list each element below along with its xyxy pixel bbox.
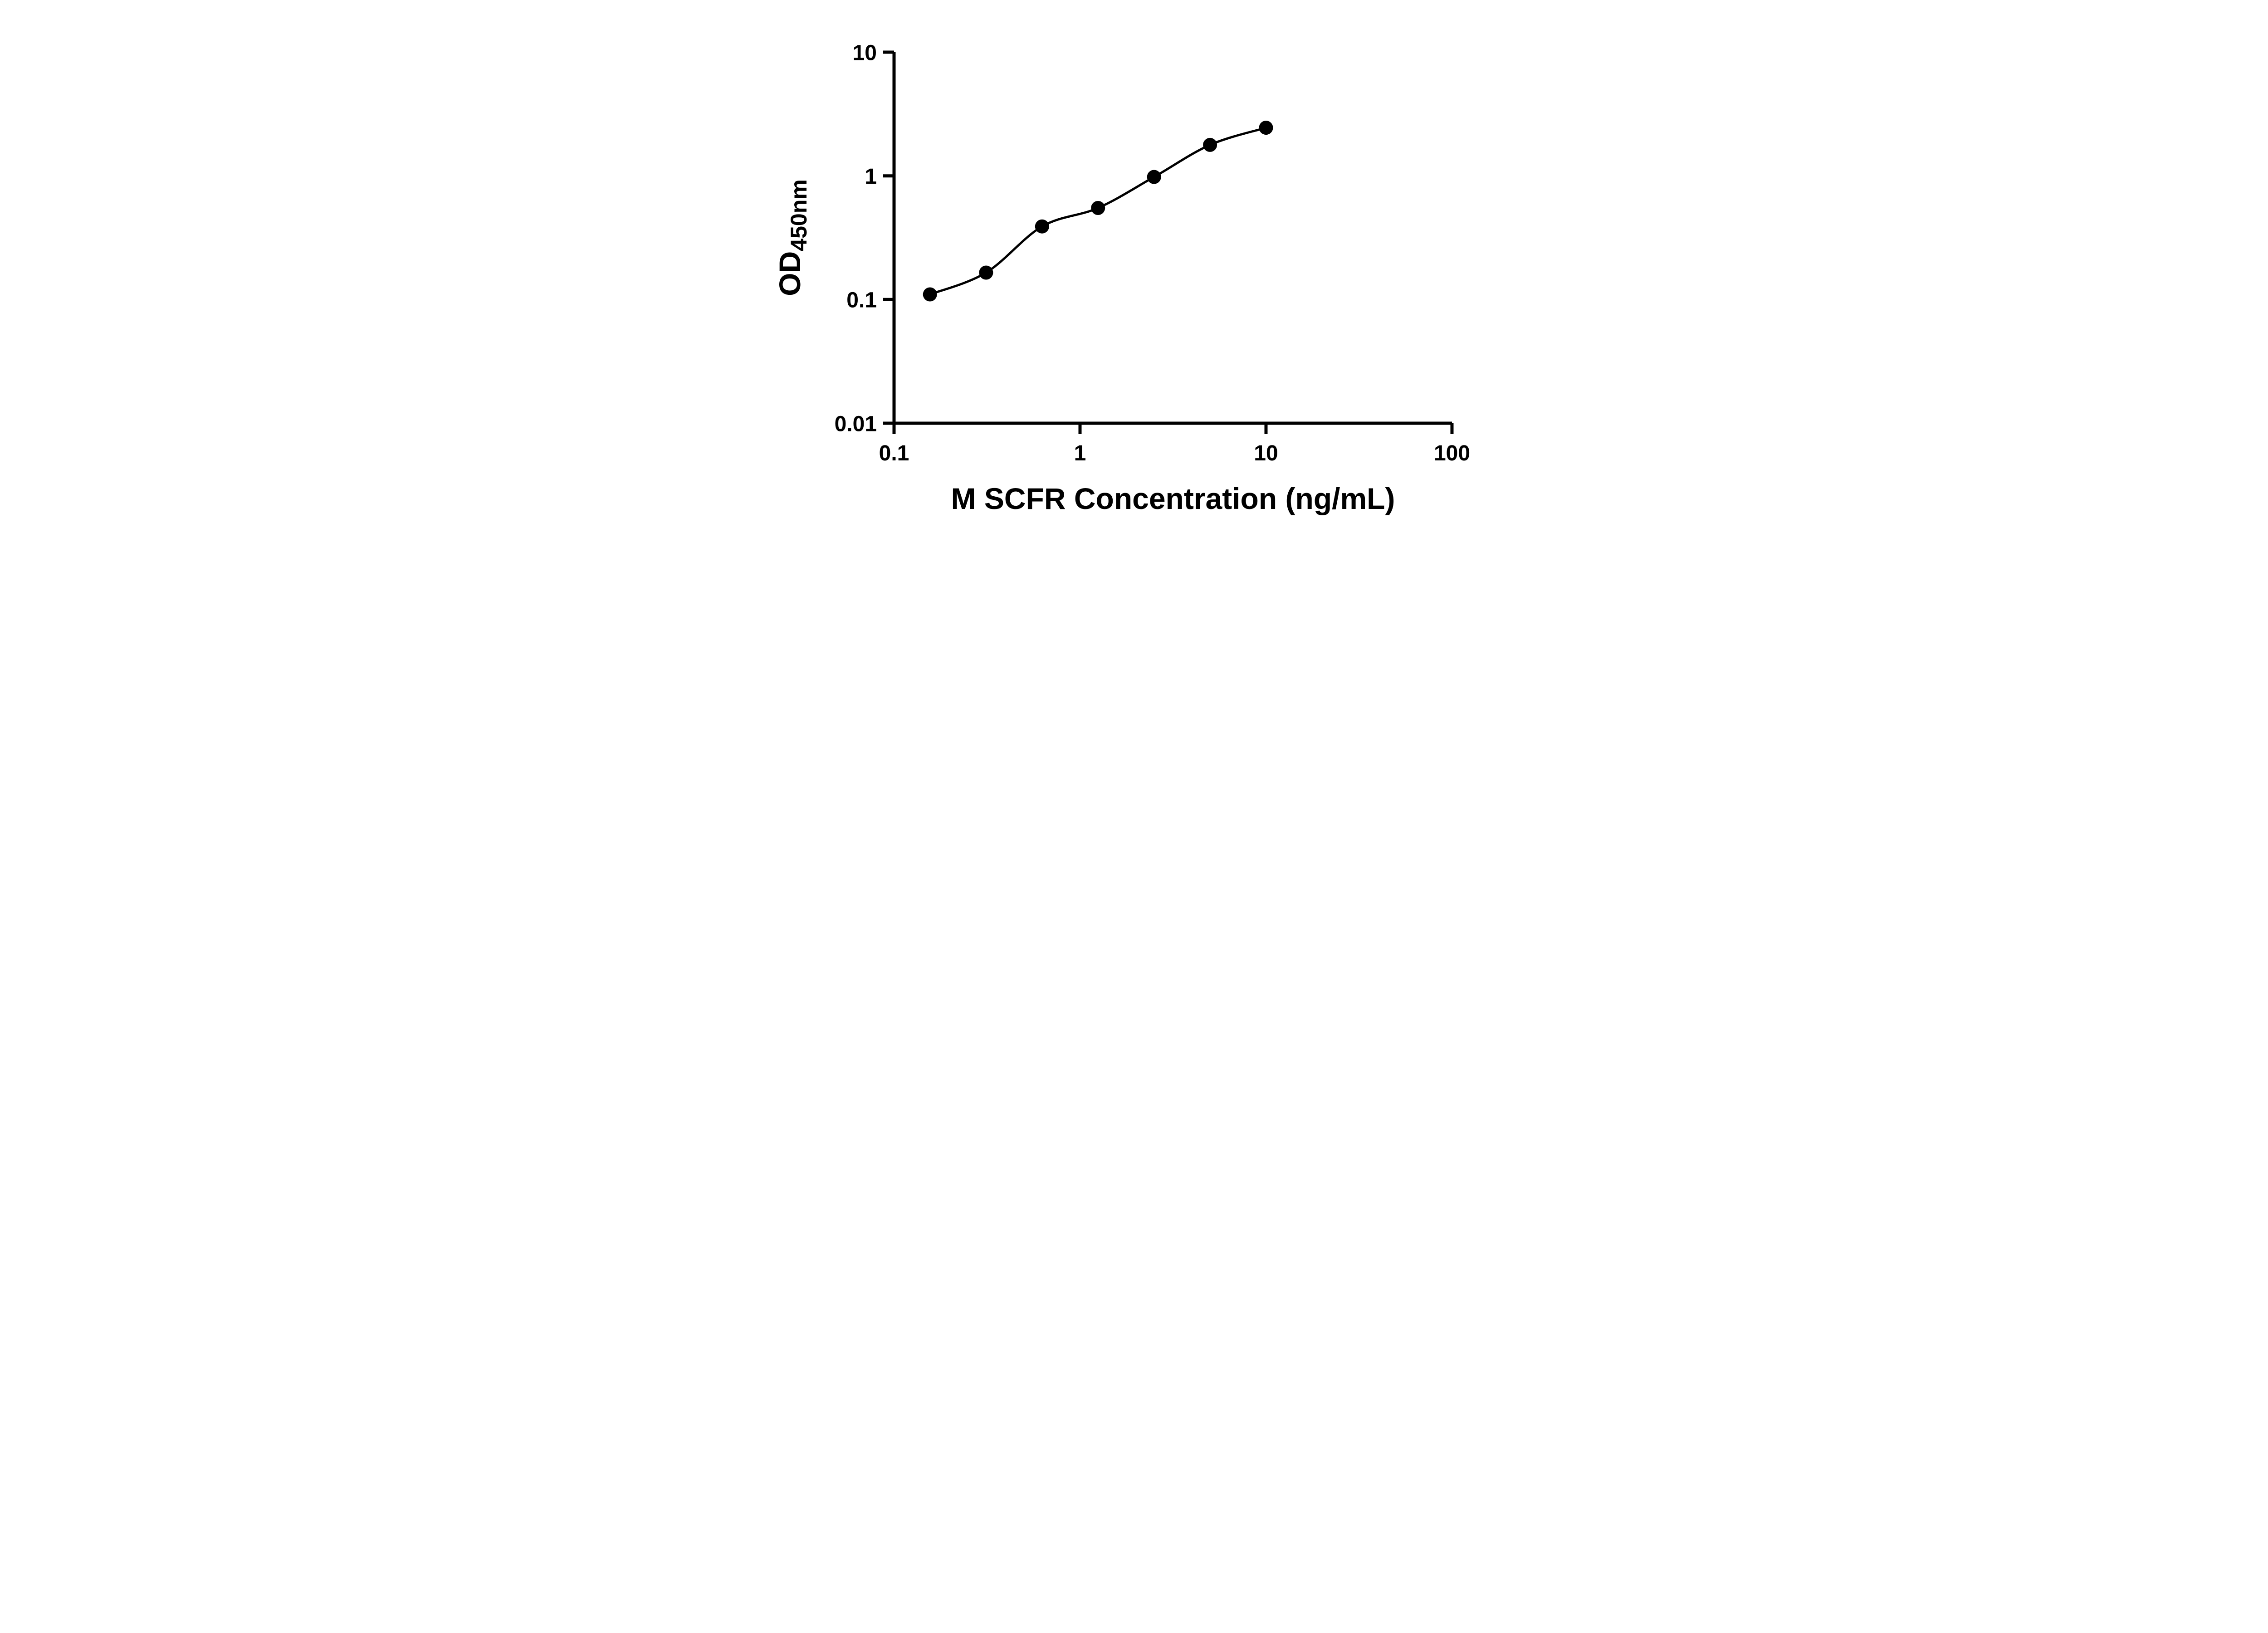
elisa-standard-curve-figure: 0.1 1 10 100 0.01 0.1 1 10 M SCFR Concentration… xyxy=(746,0,1522,544)
data-point-marker xyxy=(979,265,993,280)
x-axis-title: M SCFR Concentration (ng/mL) xyxy=(951,482,1395,515)
y-axis-title-main: OD xyxy=(773,251,807,296)
y-tick-label: 10 xyxy=(853,41,877,65)
plot-layer xyxy=(923,121,1273,302)
x-tick-label: 1 xyxy=(1074,441,1086,465)
y-tick-label: 1 xyxy=(865,165,877,189)
x-tick-label: 0.1 xyxy=(879,441,909,465)
y-tick-label: 0.1 xyxy=(846,288,877,313)
y-axis-title: OD450nm xyxy=(773,179,811,296)
x-tick-label: 100 xyxy=(1434,441,1470,465)
data-point-marker xyxy=(1091,201,1105,215)
data-point-marker xyxy=(1147,170,1161,184)
x-tick-label: 10 xyxy=(1254,441,1278,465)
page-container: 0.1 1 10 100 0.01 0.1 1 10 M SCFR Concentration… xyxy=(746,0,1522,544)
data-point-marker xyxy=(1035,219,1049,234)
y-tick-label: 0.01 xyxy=(835,412,877,436)
data-point-marker xyxy=(1203,137,1217,152)
data-point-marker xyxy=(923,287,937,302)
y-axis-title-subscript: 450nm xyxy=(786,179,811,251)
data-point-marker xyxy=(1259,121,1273,135)
axis-lines xyxy=(892,52,1452,425)
